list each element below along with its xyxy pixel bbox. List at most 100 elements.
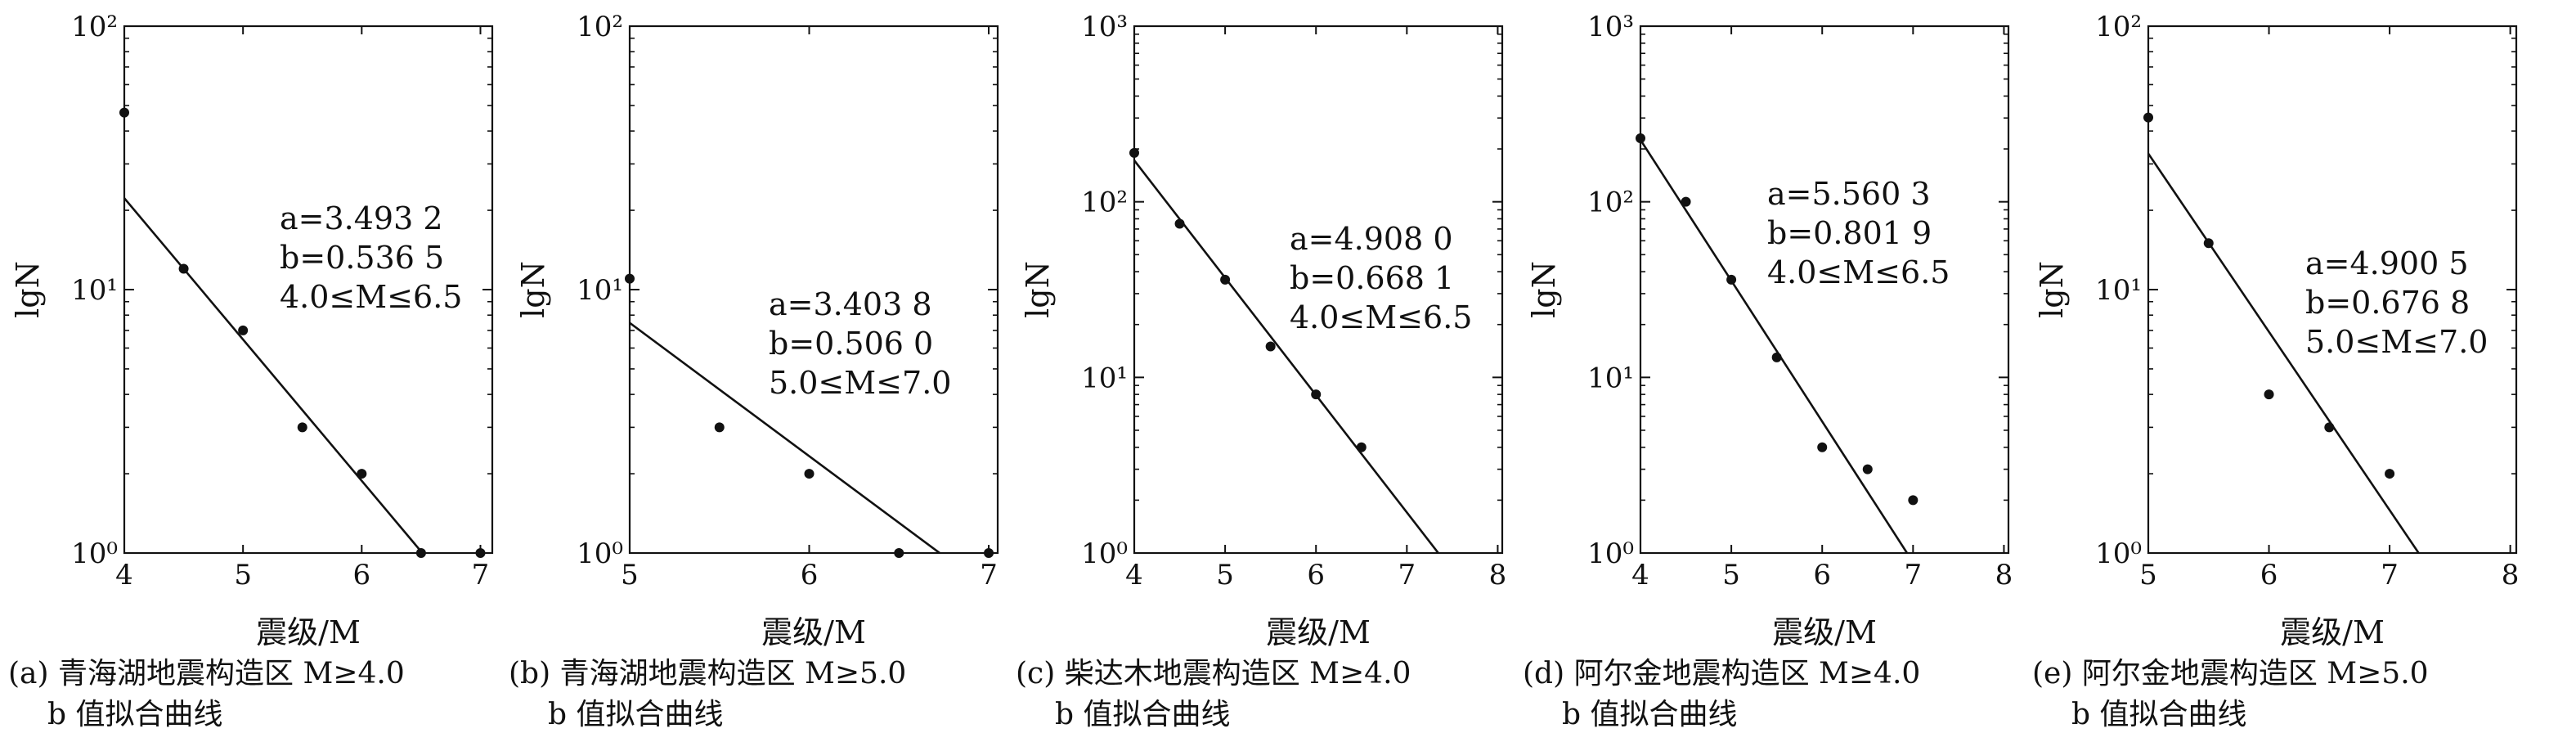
- x-tick-label: 7: [2381, 559, 2399, 591]
- x-tick-label: 5: [1216, 559, 1234, 591]
- y-tick-label: 10⁰: [1081, 537, 1128, 570]
- chart-panel: 4 5 6 7 8 10⁰ 10¹ 10² 10³ 震级/M lgN a=5.560 3b=0.801…: [1523, 11, 2013, 731]
- fit-annotation: a=4.908 0: [1290, 221, 1453, 257]
- y-tick-label: 10¹: [2095, 274, 2142, 307]
- data-point: [1129, 147, 1139, 158]
- x-tick-label: 8: [2502, 559, 2520, 591]
- chart-panel: 5 6 7 10⁰ 10¹ 10² 震级/M lgN a=3.403 8 b=0.506 05.0…: [509, 11, 999, 731]
- figure-caption-sub: b 值拟合曲线: [2071, 698, 2247, 731]
- x-axis-label: 震级/M: [2280, 614, 2385, 650]
- data-point: [1174, 218, 1185, 229]
- data-point: [894, 548, 904, 558]
- data-point: [357, 469, 367, 479]
- y-tick-label: 10⁰: [1587, 537, 1634, 570]
- y-axis-label: lgN: [515, 261, 551, 318]
- fit-annotation: a=3.493 2: [280, 200, 443, 236]
- fit-annotation: 5.0≤M≤7.0: [2305, 324, 2488, 360]
- fit-annotation: 4.0≤M≤6.5: [280, 279, 462, 315]
- x-tick-label: 5: [234, 559, 252, 591]
- y-tick-label: 10²: [2095, 11, 2142, 43]
- y-tick-label: 10¹: [1587, 362, 1634, 394]
- figure-caption: (c) 柴达木地震构造区 M≥4.0: [1016, 657, 1411, 690]
- data-point: [1311, 389, 1322, 400]
- data-point: [1636, 133, 1645, 144]
- x-tick-label: 4: [1631, 559, 1649, 591]
- y-tick-label: 10⁰: [71, 537, 118, 570]
- x-tick-label: 7: [980, 559, 998, 591]
- fit-line: [124, 197, 424, 553]
- data-point: [2385, 469, 2395, 479]
- figure-caption-sub: b 值拟合曲线: [548, 698, 724, 731]
- fit-annotation: a=5.560 3: [1767, 176, 1931, 212]
- plot-frame: [1639, 25, 2010, 555]
- y-tick-label: 10²: [1587, 187, 1634, 219]
- fit-annotation: 5.0≤M≤7.0: [769, 365, 951, 401]
- y-tick-label: 10¹: [577, 274, 623, 307]
- x-axis-label: 震级/M: [256, 614, 361, 650]
- y-tick-label: 10³: [1081, 11, 1128, 43]
- y-axis-label: lgN: [1020, 261, 1056, 318]
- y-axis-label: lgN: [1526, 261, 1562, 318]
- fit-annotation: b=0.506 0: [769, 326, 933, 362]
- x-tick-label: 5: [2139, 559, 2157, 591]
- x-axis-label: 震级/M: [1772, 614, 1877, 650]
- data-point: [804, 469, 815, 479]
- x-tick-label: 8: [1995, 559, 2013, 591]
- figure-caption-sub: b 值拟合曲线: [47, 698, 223, 731]
- data-point: [475, 548, 486, 558]
- fit-annotation: b=0.801 9: [1767, 215, 1932, 251]
- fit-line: [1640, 139, 1909, 553]
- y-tick-label: 10¹: [71, 274, 118, 307]
- chart-panel: 4 5 6 7 8 10⁰ 10¹ 10² 10³ 震级/M lgN a=4.908 0b=0.668…: [1016, 11, 1506, 731]
- data-point: [1908, 495, 1919, 506]
- chart-panel: 5 6 7 8 10⁰ 10¹ 10² 震级/M lgN a=4.900 5 b=0.676 85.…: [2032, 11, 2519, 731]
- data-point: [714, 422, 725, 433]
- fit-line: [1134, 160, 1440, 553]
- data-point: [119, 107, 129, 118]
- y-tick-label: 10²: [577, 11, 623, 43]
- fit-annotation: b=0.536 5: [280, 240, 444, 276]
- x-tick-label: 6: [2260, 559, 2278, 591]
- data-point: [2324, 422, 2335, 433]
- fit-annotation: b=0.676 8: [2305, 285, 2470, 321]
- data-point: [1681, 196, 1691, 207]
- y-tick-label: 10²: [1081, 187, 1128, 219]
- figure-caption: (a) 青海湖地震构造区 M≥4.0: [8, 657, 405, 690]
- y-tick-label: 10⁰: [2095, 537, 2142, 570]
- fit-annotation: a=3.403 8: [769, 286, 932, 322]
- chart-panel: 4 5 6 7 10⁰ 10¹ 10² 震级/M lgN a=3.493 2 b=0.536 54.…: [8, 11, 494, 731]
- x-tick-label: 6: [801, 559, 819, 591]
- figure-caption: (d) 阿尔金地震构造区 M≥4.0: [1523, 657, 1920, 690]
- data-point: [2264, 389, 2274, 400]
- x-axis-label: 震级/M: [1266, 614, 1371, 650]
- data-point: [984, 548, 994, 558]
- x-tick-label: 8: [1489, 559, 1507, 591]
- figure-caption-sub: b 值拟合曲线: [1055, 698, 1231, 731]
- data-point: [1265, 341, 1276, 352]
- y-tick-label: 10¹: [1081, 362, 1128, 394]
- fit-line: [630, 322, 942, 553]
- data-point: [415, 548, 426, 558]
- fit-line: [2148, 152, 2421, 553]
- fit-annotation: 4.0≤M≤6.5: [1290, 299, 1472, 335]
- x-tick-label: 6: [1307, 559, 1325, 591]
- fit-annotation: 4.0≤M≤6.5: [1767, 254, 1950, 290]
- data-point: [2143, 112, 2153, 123]
- y-tick-label: 10³: [1587, 11, 1634, 43]
- data-point: [1771, 352, 1782, 362]
- fit-annotation: b=0.668 1: [1290, 260, 1454, 296]
- data-point: [1220, 274, 1231, 285]
- fit-annotation: a=4.900 5: [2305, 245, 2469, 281]
- plot-frame: [1133, 25, 1504, 555]
- x-tick-label: 6: [353, 559, 371, 591]
- data-point: [2203, 238, 2214, 249]
- x-tick-label: 7: [472, 559, 490, 591]
- data-point: [178, 263, 189, 274]
- data-point: [1817, 442, 1828, 452]
- figure-caption: (e) 阿尔金地震构造区 M≥5.0: [2032, 657, 2429, 690]
- x-tick-label: 4: [1125, 559, 1143, 591]
- x-tick-label: 5: [1722, 559, 1740, 591]
- x-tick-label: 6: [1813, 559, 1831, 591]
- data-point: [1356, 442, 1367, 452]
- figure-caption: (b) 青海湖地震构造区 M≥5.0: [509, 657, 906, 690]
